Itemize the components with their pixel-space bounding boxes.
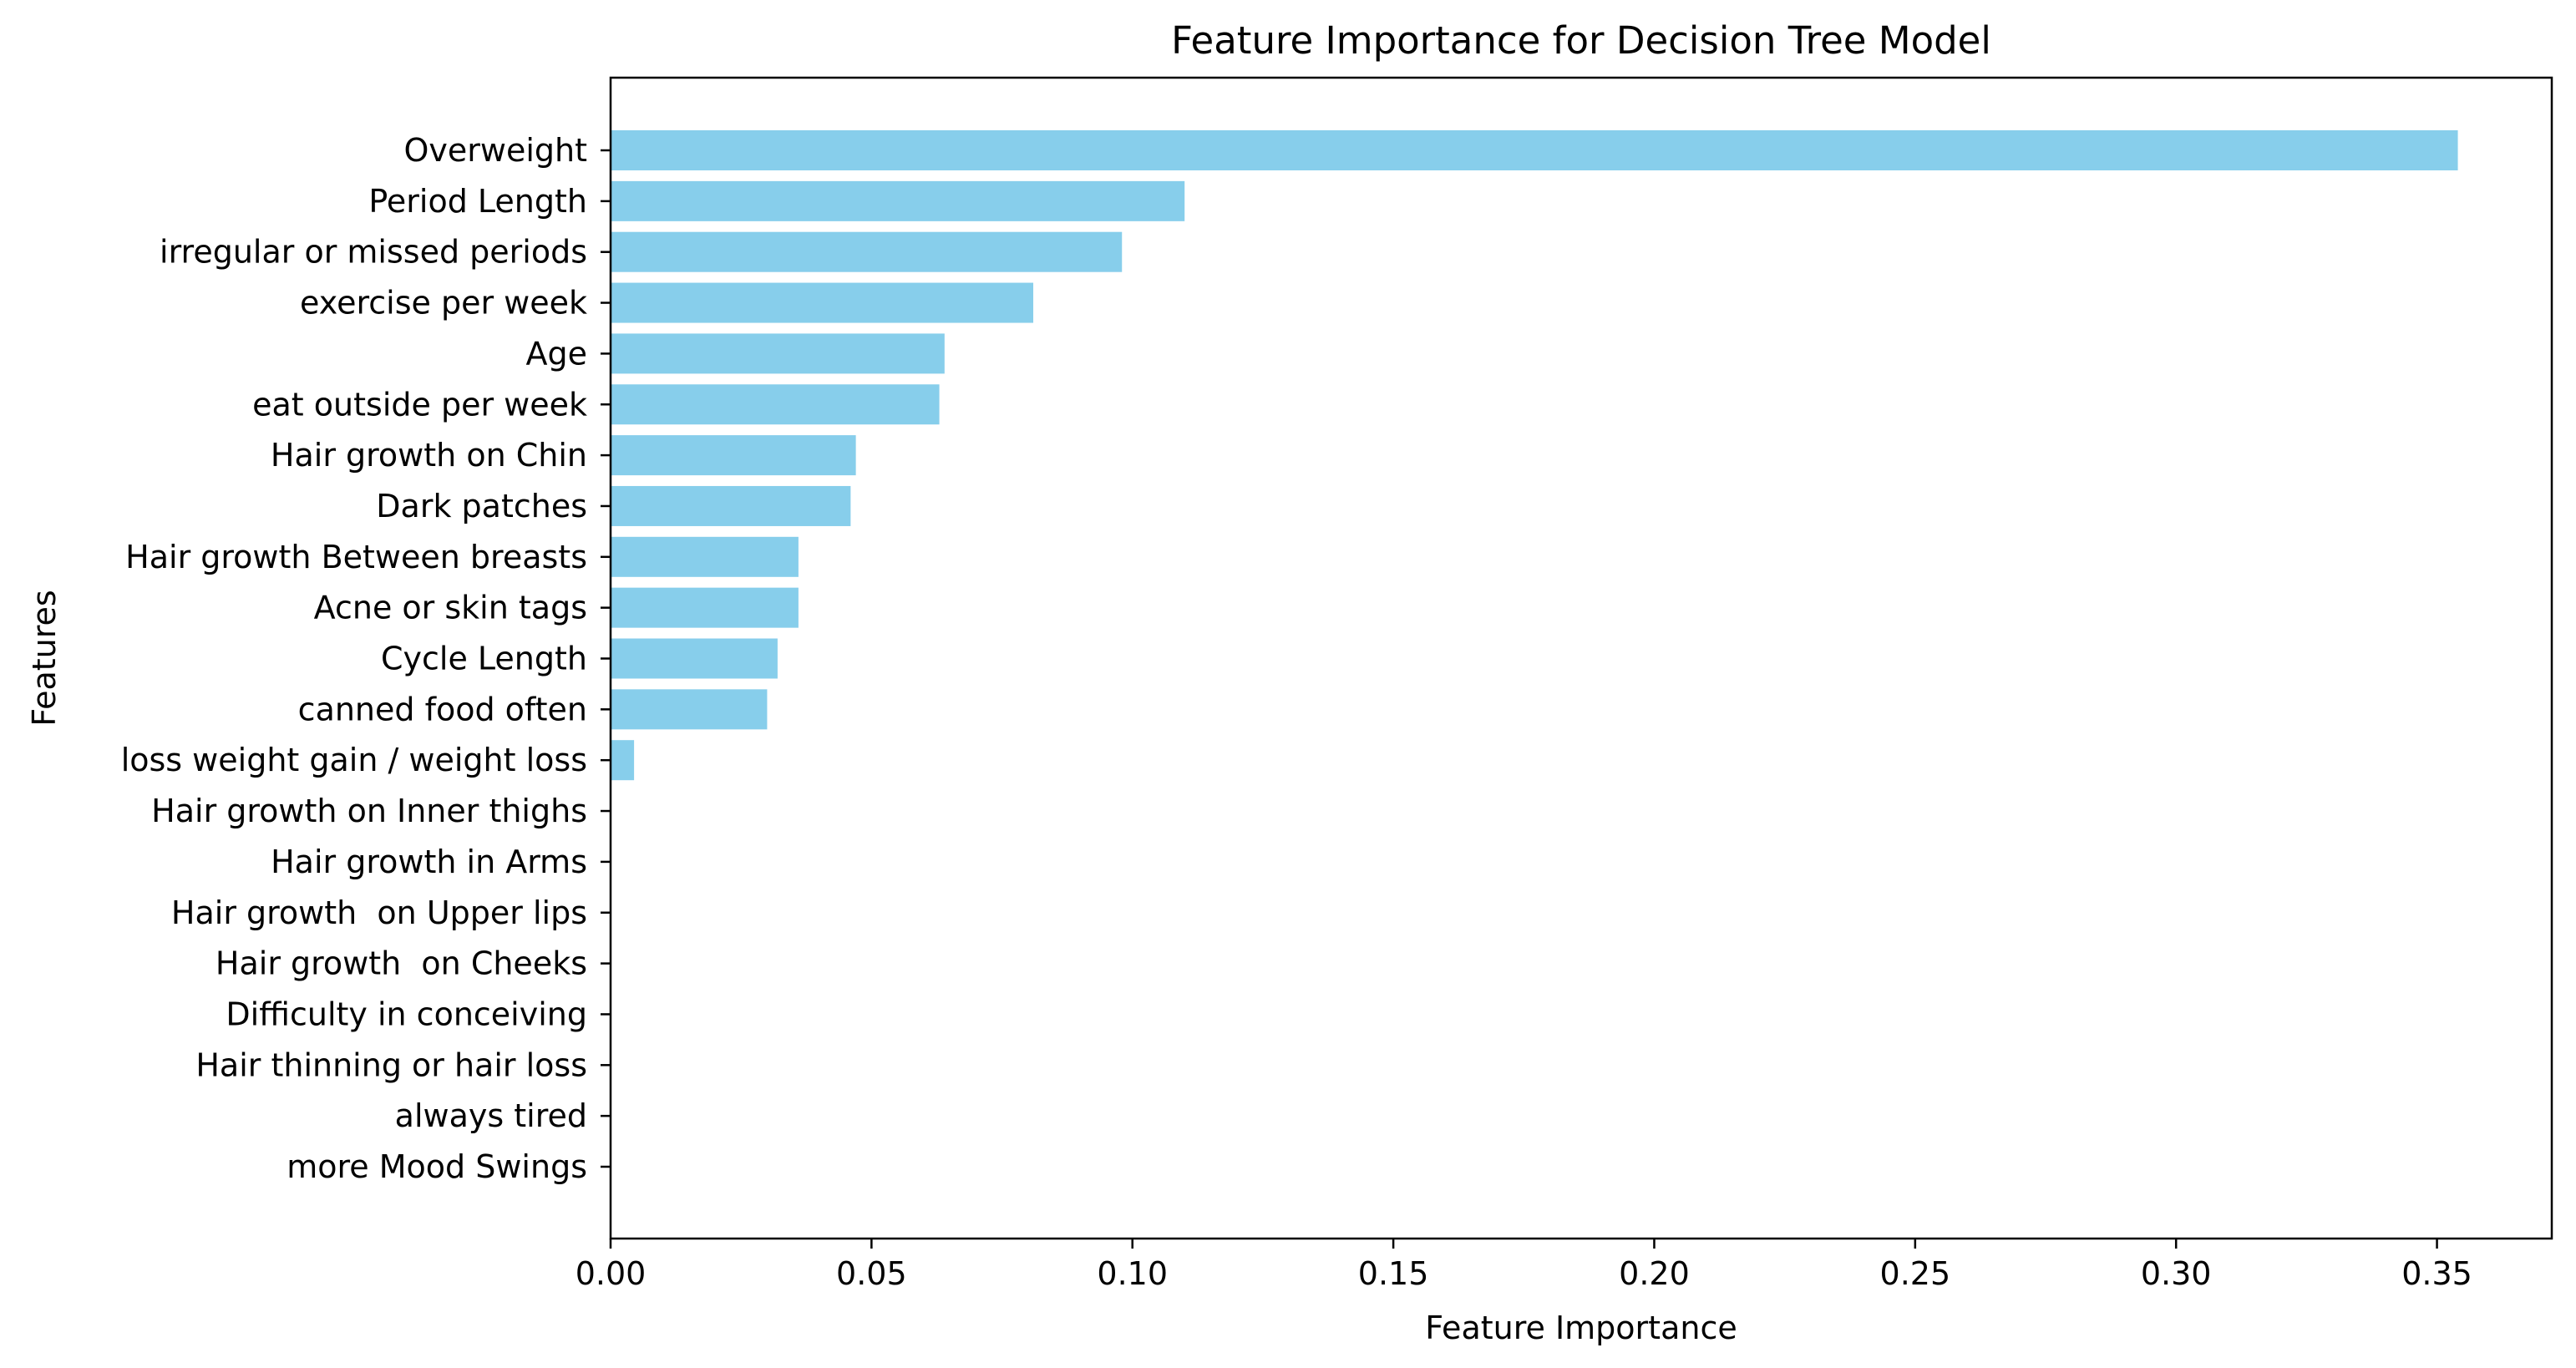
x-axis-ticks: 0.00 0.05 0.10 0.15 0.20 0.25 0.30 0.35 <box>576 1239 2472 1292</box>
bar-9 <box>611 587 799 628</box>
y-tick-label: Cycle Length <box>381 641 587 677</box>
y-tick-label: Dark patches <box>376 488 587 524</box>
plot-frame <box>609 76 2553 1240</box>
y-tick-label: Hair growth on Chin <box>271 437 587 474</box>
y-tick-label: irregular or missed periods <box>160 234 587 271</box>
y-tick-label: Overweight <box>403 132 587 169</box>
bar-4 <box>611 333 945 374</box>
y-axis-ticks: Overweight Period Length irregular or miss… <box>121 132 611 1185</box>
x-tick-label: 0.10 <box>1097 1255 1168 1292</box>
bars <box>611 130 2458 781</box>
bar-0 <box>611 130 2458 170</box>
y-tick-label: Hair growth on Cheeks <box>216 945 587 982</box>
bar-8 <box>611 536 799 577</box>
y-tick-label: Acne or skin tags <box>314 590 587 626</box>
y-tick-label: exercise per week <box>300 285 587 322</box>
y-tick-label: Age <box>526 335 588 372</box>
y-tick-label: Hair growth on Upper lips <box>171 894 587 931</box>
bar-3 <box>611 282 1034 323</box>
x-tick-label: 0.20 <box>1619 1255 1690 1292</box>
x-tick-label: 0.35 <box>2401 1255 2472 1292</box>
y-tick-label: eat outside per week <box>252 386 587 423</box>
x-tick-label: 0.30 <box>2141 1255 2212 1292</box>
bar-7 <box>611 485 851 526</box>
x-tick-label: 0.15 <box>1358 1255 1429 1292</box>
x-tick-label: 0.00 <box>576 1255 647 1292</box>
bar-12 <box>611 740 635 781</box>
bar-10 <box>611 638 778 679</box>
y-tick-label: always tired <box>395 1097 587 1134</box>
bar-6 <box>611 435 856 476</box>
y-axis-label: Features <box>26 590 63 726</box>
x-axis-label: Feature Importance <box>1425 1310 1737 1346</box>
bar-1 <box>611 180 1185 221</box>
y-tick-label: Hair thinning or hair loss <box>195 1046 587 1083</box>
y-tick-label: more Mood Swings <box>287 1148 587 1185</box>
x-tick-label: 0.05 <box>836 1255 907 1292</box>
x-tick-label: 0.25 <box>1880 1255 1951 1292</box>
y-tick-label: Hair growth on Inner thighs <box>151 793 587 829</box>
bar-2 <box>611 231 1123 272</box>
y-tick-label: canned food often <box>298 691 587 727</box>
chart-title: Feature Importance for Decision Tree Mod… <box>1171 18 1991 63</box>
y-tick-label: loss weight gain / weight loss <box>121 742 587 778</box>
y-tick-label: Hair growth in Arms <box>271 844 587 880</box>
y-tick-label: Period Length <box>368 183 587 220</box>
y-tick-label: Hair growth Between breasts <box>125 539 587 575</box>
bar-11 <box>611 689 768 730</box>
bar-5 <box>611 384 940 425</box>
y-tick-label: Difficulty in conceiving <box>226 996 587 1032</box>
